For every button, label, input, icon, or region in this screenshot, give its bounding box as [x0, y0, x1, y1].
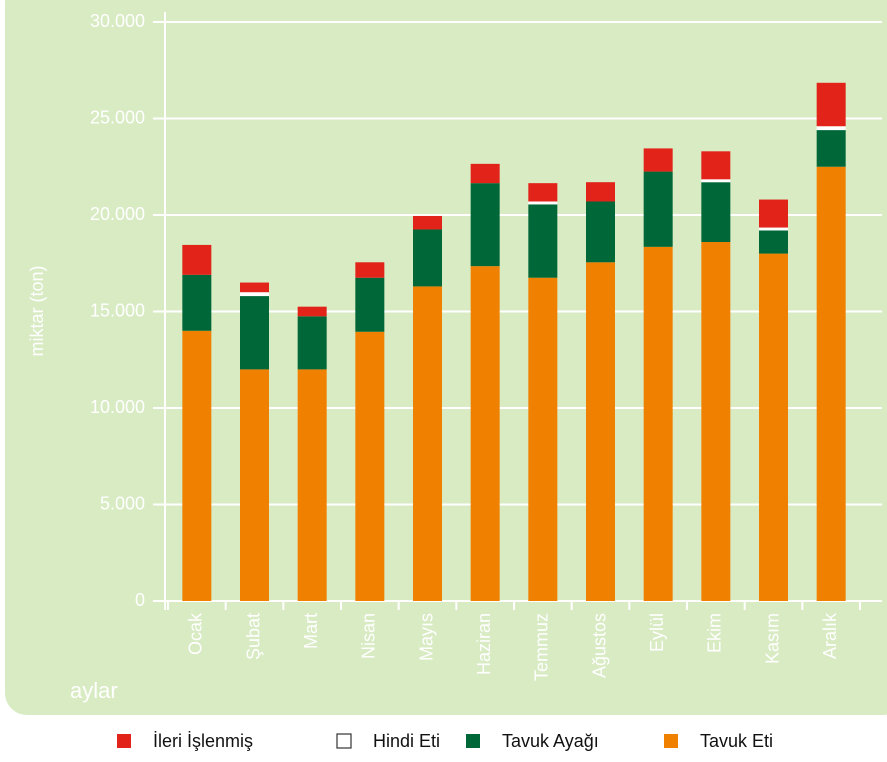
bar-segment — [816, 166, 846, 601]
legend-swatch — [664, 734, 678, 748]
y-tick-label: 20.000 — [90, 204, 145, 224]
x-tick-label: Ocak — [186, 612, 206, 655]
bar-segment — [759, 253, 788, 601]
x-tick-label: Haziran — [474, 613, 494, 675]
y-axis-label: miktar (ton) — [27, 265, 47, 356]
x-tick-label: Mart — [301, 613, 321, 649]
x-tick-label: Eylül — [647, 613, 667, 652]
bar-segment — [643, 246, 673, 601]
legend-swatch — [466, 734, 480, 748]
bar-segment — [701, 151, 731, 180]
bar-segment — [355, 331, 385, 601]
bar-segment — [759, 227, 788, 231]
bar-segment — [528, 201, 558, 205]
bar-segment — [355, 277, 385, 332]
bar-segment — [413, 286, 442, 601]
bar-segment — [240, 292, 269, 297]
bar-segment — [297, 369, 327, 601]
y-tick-label: 15.000 — [90, 300, 145, 320]
y-tick-label: 25.000 — [90, 107, 145, 127]
bar-segment — [470, 183, 500, 267]
bar-segment — [701, 179, 731, 183]
x-tick-label: Aralık — [820, 612, 840, 659]
x-tick-label: Şubat — [243, 613, 263, 660]
bar-segment — [355, 262, 385, 278]
bar-segment — [528, 204, 558, 278]
bar-segment — [413, 215, 442, 230]
legend-label: Tavuk Eti — [700, 731, 773, 751]
legend-swatch — [336, 733, 352, 749]
bar-segment — [643, 148, 673, 172]
y-tick-label: 10.000 — [90, 397, 145, 417]
bar-segment — [816, 126, 846, 131]
bar-segment — [470, 266, 500, 601]
bar-segment — [759, 199, 788, 228]
y-tick-label: 30.000 — [90, 11, 145, 31]
bar-segment — [470, 163, 500, 184]
bar-segment — [586, 262, 615, 601]
legend-label: Tavuk Ayağı — [502, 731, 599, 751]
bar-segment — [182, 330, 212, 601]
x-tick-label: Ekim — [705, 613, 725, 653]
legend-label: Hindi Eti — [373, 731, 440, 751]
bar-segment — [297, 306, 327, 317]
bar-segment — [701, 242, 731, 601]
x-axis-label: aylar — [70, 678, 118, 703]
bar-segment — [643, 171, 673, 247]
bar-segment — [413, 229, 442, 287]
bar-segment — [182, 274, 212, 331]
x-tick-label: Mayıs — [416, 613, 436, 661]
bar-segment — [528, 277, 558, 601]
legend-label: İleri İşlenmiş — [153, 731, 253, 751]
bar-segment — [240, 369, 269, 601]
y-tick-label: 0 — [135, 590, 145, 610]
bar-segment — [759, 230, 788, 254]
x-tick-label: Temmuz — [532, 613, 552, 681]
y-tick-label: 5.000 — [100, 493, 145, 513]
x-tick-label: Kasım — [762, 613, 782, 664]
bar-segment — [586, 201, 615, 263]
legend-swatch — [117, 734, 131, 748]
x-tick-label: Nisan — [359, 613, 379, 659]
bar-segment — [528, 183, 558, 202]
bar-segment — [240, 282, 269, 293]
x-tick-label: Ağustos — [589, 613, 609, 678]
bar-segment — [586, 182, 615, 202]
bar-segment — [240, 296, 269, 370]
bar-segment — [182, 244, 212, 275]
bar-segment — [297, 316, 327, 370]
bar-segment — [701, 182, 731, 243]
bar-segment — [816, 130, 846, 167]
bar-segment — [816, 82, 846, 127]
